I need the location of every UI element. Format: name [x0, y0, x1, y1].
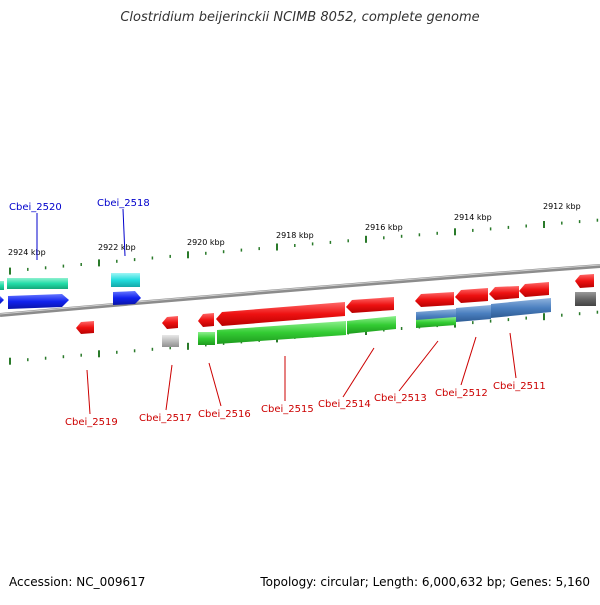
gene-label[interactable]: Cbei_2513: [374, 393, 427, 404]
gene-feature[interactable]: [198, 313, 214, 327]
gene-label[interactable]: Cbei_2511: [493, 381, 546, 392]
gene-feature[interactable]: [415, 292, 454, 307]
scale-label: 2916 kbp: [365, 223, 403, 232]
genes-reverse: [76, 282, 596, 347]
scale-label: 2918 kbp: [276, 231, 314, 240]
gene-feature[interactable]: [491, 298, 551, 318]
gene-feature[interactable]: [217, 321, 346, 344]
genome-summary-text: Topology: circular; Length: 6,000,632 bp…: [260, 575, 590, 589]
gene-feature[interactable]: [575, 292, 596, 306]
gene-feature[interactable]: [113, 291, 141, 305]
gene-label[interactable]: Cbei_2518: [97, 198, 150, 209]
gene-feature[interactable]: [198, 332, 215, 345]
gene-feature[interactable]: [416, 317, 456, 328]
gene-label[interactable]: Cbei_2520: [9, 202, 62, 213]
gene-feature[interactable]: [7, 278, 68, 289]
gene-label[interactable]: Cbei_2517: [139, 413, 192, 424]
gene-labels: Cbei_2520 Cbei_2518 Cbei_2519 Cbei_2517 …: [9, 198, 546, 428]
genome-backbone-highlight: [0, 264, 600, 315]
scale-ticks-outer: [9, 218, 599, 275]
gene-label[interactable]: Cbei_2514: [318, 399, 371, 410]
scale-label: 2920 kbp: [187, 238, 225, 247]
gene-feature[interactable]: [111, 273, 140, 287]
gene-label[interactable]: Cbei_2516: [198, 409, 251, 420]
gene-feature[interactable]: [162, 335, 179, 347]
scale-label: 2912 kbp: [543, 202, 581, 211]
gene-feature[interactable]: [519, 282, 549, 297]
scale-label: 2922 kbp: [98, 243, 136, 252]
label-leader-lines: [36, 208, 517, 415]
gene-feature[interactable]: [489, 286, 519, 300]
gene-feature[interactable]: [456, 305, 491, 322]
scale-label: 2914 kbp: [454, 213, 492, 222]
scale-labels: 2924 kbp 2922 kbp 2920 kbp 2918 kbp 2916…: [8, 202, 581, 257]
gene-label[interactable]: Cbei_2515: [261, 404, 314, 415]
gene-feature[interactable]: [0, 281, 4, 290]
gene-label[interactable]: Cbei_2512: [435, 388, 488, 399]
gene-feature[interactable]: [347, 316, 396, 334]
gene-feature[interactable]: [0, 296, 4, 304]
gene-feature[interactable]: [575, 274, 594, 288]
genome-title: Clostridium beijerinckii NCIMB 8052, com…: [120, 10, 480, 25]
gene-feature[interactable]: [216, 302, 345, 326]
gene-feature[interactable]: [455, 288, 488, 303]
accession-text: Accession: NC_009617: [9, 575, 146, 589]
genes-forward: [0, 273, 594, 309]
gene-label[interactable]: Cbei_2519: [65, 417, 118, 428]
gene-feature[interactable]: [8, 294, 69, 309]
scale-label: 2924 kbp: [8, 248, 46, 257]
gene-feature[interactable]: [76, 321, 94, 334]
genome-backbone: [0, 264, 600, 317]
gene-feature[interactable]: [162, 316, 178, 329]
gene-feature[interactable]: [346, 297, 394, 313]
